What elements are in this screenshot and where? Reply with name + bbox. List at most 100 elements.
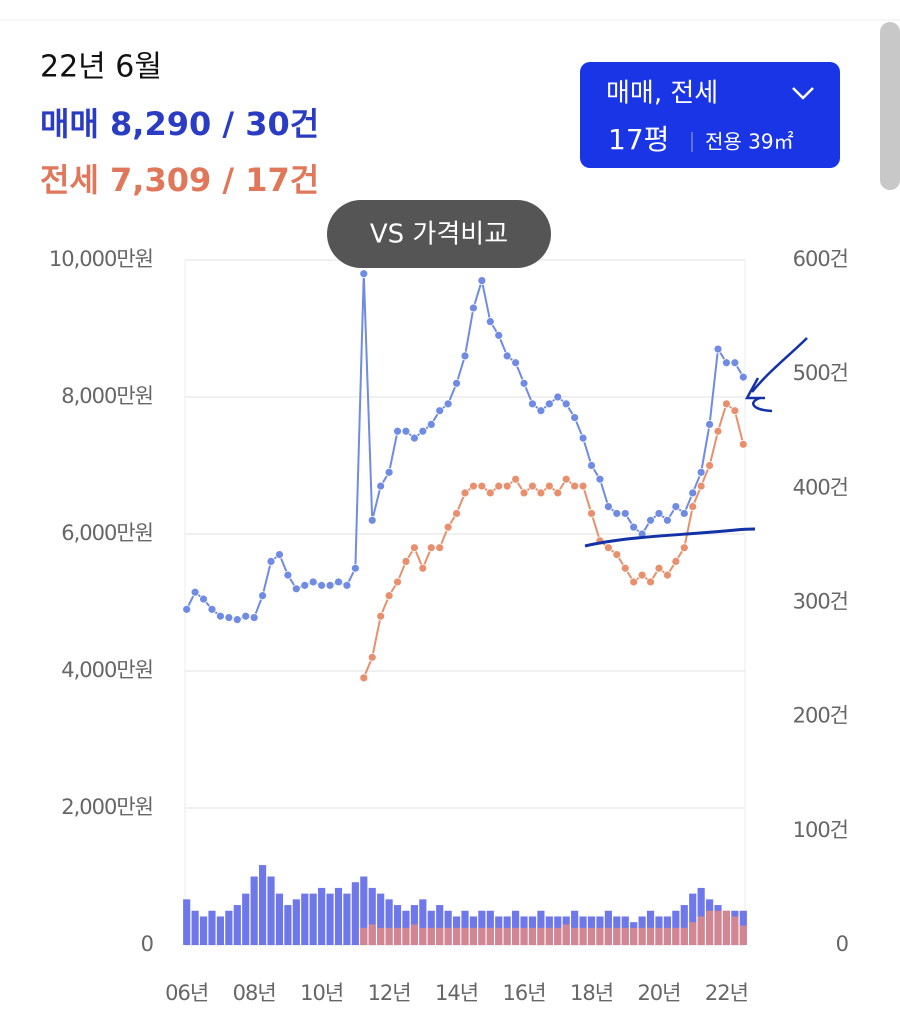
price-point [477, 276, 487, 285]
y-tick-label: 10,000만원 [49, 247, 153, 271]
price-point [629, 522, 639, 532]
price-point [291, 584, 301, 594]
price-point [646, 515, 655, 525]
price-point [469, 303, 478, 313]
price-point [696, 467, 706, 477]
y-tick-label: 0 [141, 932, 153, 956]
x-tick-label: 20년 [637, 981, 680, 1005]
price-point [494, 481, 504, 491]
price-point [443, 522, 453, 532]
volume-bar [284, 905, 292, 945]
volume-bar [722, 910, 731, 945]
x-tick-label: 18년 [570, 981, 613, 1005]
price-point [401, 557, 411, 566]
volume-bar [579, 927, 587, 945]
price-point [612, 509, 622, 518]
price-point [663, 515, 672, 525]
volume-bar [545, 927, 553, 945]
filter-size[interactable]: 17평 [608, 123, 669, 156]
volume-bar [419, 899, 427, 945]
compare-badge[interactable]: VS 가격비교 [327, 200, 551, 268]
chevron[interactable] [792, 87, 814, 100]
price-point [587, 461, 596, 470]
volume-bar [326, 893, 334, 945]
price-point [469, 481, 478, 491]
volume-bar [436, 927, 444, 945]
price-point [443, 399, 453, 409]
price-point [553, 392, 563, 402]
volume-bar [199, 916, 208, 945]
price-point [367, 515, 377, 525]
price-point [367, 652, 377, 662]
filter-button[interactable]: 매매, 전세 17평 전용 39㎡ [580, 62, 840, 168]
volume-bar [680, 927, 688, 945]
price-point [570, 481, 580, 491]
price-point [502, 481, 512, 491]
price-point [502, 351, 512, 361]
price-point [384, 467, 394, 477]
volume-bar [495, 927, 503, 945]
volume-bar [427, 927, 435, 945]
filter-deal[interactable]: 매매, 전세 [606, 79, 718, 109]
jeonse-summary: 전세 7,309 / 17건 [40, 161, 319, 199]
price-point [738, 372, 748, 382]
period: 22년 6월 [40, 50, 162, 85]
badge-label[interactable]: VS 가격비교 [370, 220, 508, 250]
badge-bg[interactable] [327, 200, 551, 268]
volume-bar [528, 927, 537, 945]
price-point [401, 426, 411, 436]
price-point [300, 580, 310, 590]
price-point [738, 439, 748, 449]
price-point [452, 378, 461, 388]
volume-bar [343, 893, 351, 945]
price-point [603, 543, 613, 553]
price-point [637, 570, 647, 580]
volume-bar [630, 927, 638, 945]
price-point [671, 557, 681, 566]
price-point [688, 488, 698, 498]
x-tick-label: 14년 [435, 981, 478, 1005]
volume-bar [275, 893, 284, 945]
price-point [376, 481, 386, 491]
price-point [511, 358, 521, 368]
volume-bar [469, 927, 478, 945]
price-point [722, 399, 731, 409]
volume-bar [604, 927, 612, 945]
volume-bar [292, 899, 300, 945]
price-point [232, 615, 242, 625]
price-point [612, 550, 622, 559]
volume-bar [242, 893, 250, 945]
y-tick-label: 4,000만원 [61, 658, 153, 682]
volume-bar [377, 927, 385, 945]
price-point [646, 577, 655, 587]
price-point [435, 406, 445, 416]
scrollbar[interactable] [880, 22, 900, 190]
volume-bar [646, 927, 655, 945]
volume-bar [613, 927, 621, 945]
price-point [654, 563, 664, 573]
y2-tick-label: 400건 [793, 475, 848, 499]
price-point [713, 344, 723, 354]
volume-bar [512, 927, 520, 945]
volume-bar [267, 876, 275, 945]
price-point [435, 543, 445, 553]
volume-bar [596, 927, 604, 945]
filter-bg[interactable] [580, 62, 840, 168]
volume-bar [537, 927, 545, 945]
volume-bar [638, 927, 646, 945]
volume-bar [554, 927, 562, 945]
filter-area[interactable]: 전용 39㎡ [705, 130, 794, 154]
price-point [713, 426, 723, 436]
price-point [325, 580, 335, 590]
price-point [603, 502, 613, 512]
volume-bar [444, 927, 452, 945]
price-point [561, 399, 571, 409]
volume-bar [436, 905, 444, 945]
volume-bar [402, 927, 410, 945]
volume-bar [351, 882, 359, 945]
price-point [730, 406, 740, 416]
price-point [418, 426, 428, 436]
price-point [283, 570, 293, 580]
